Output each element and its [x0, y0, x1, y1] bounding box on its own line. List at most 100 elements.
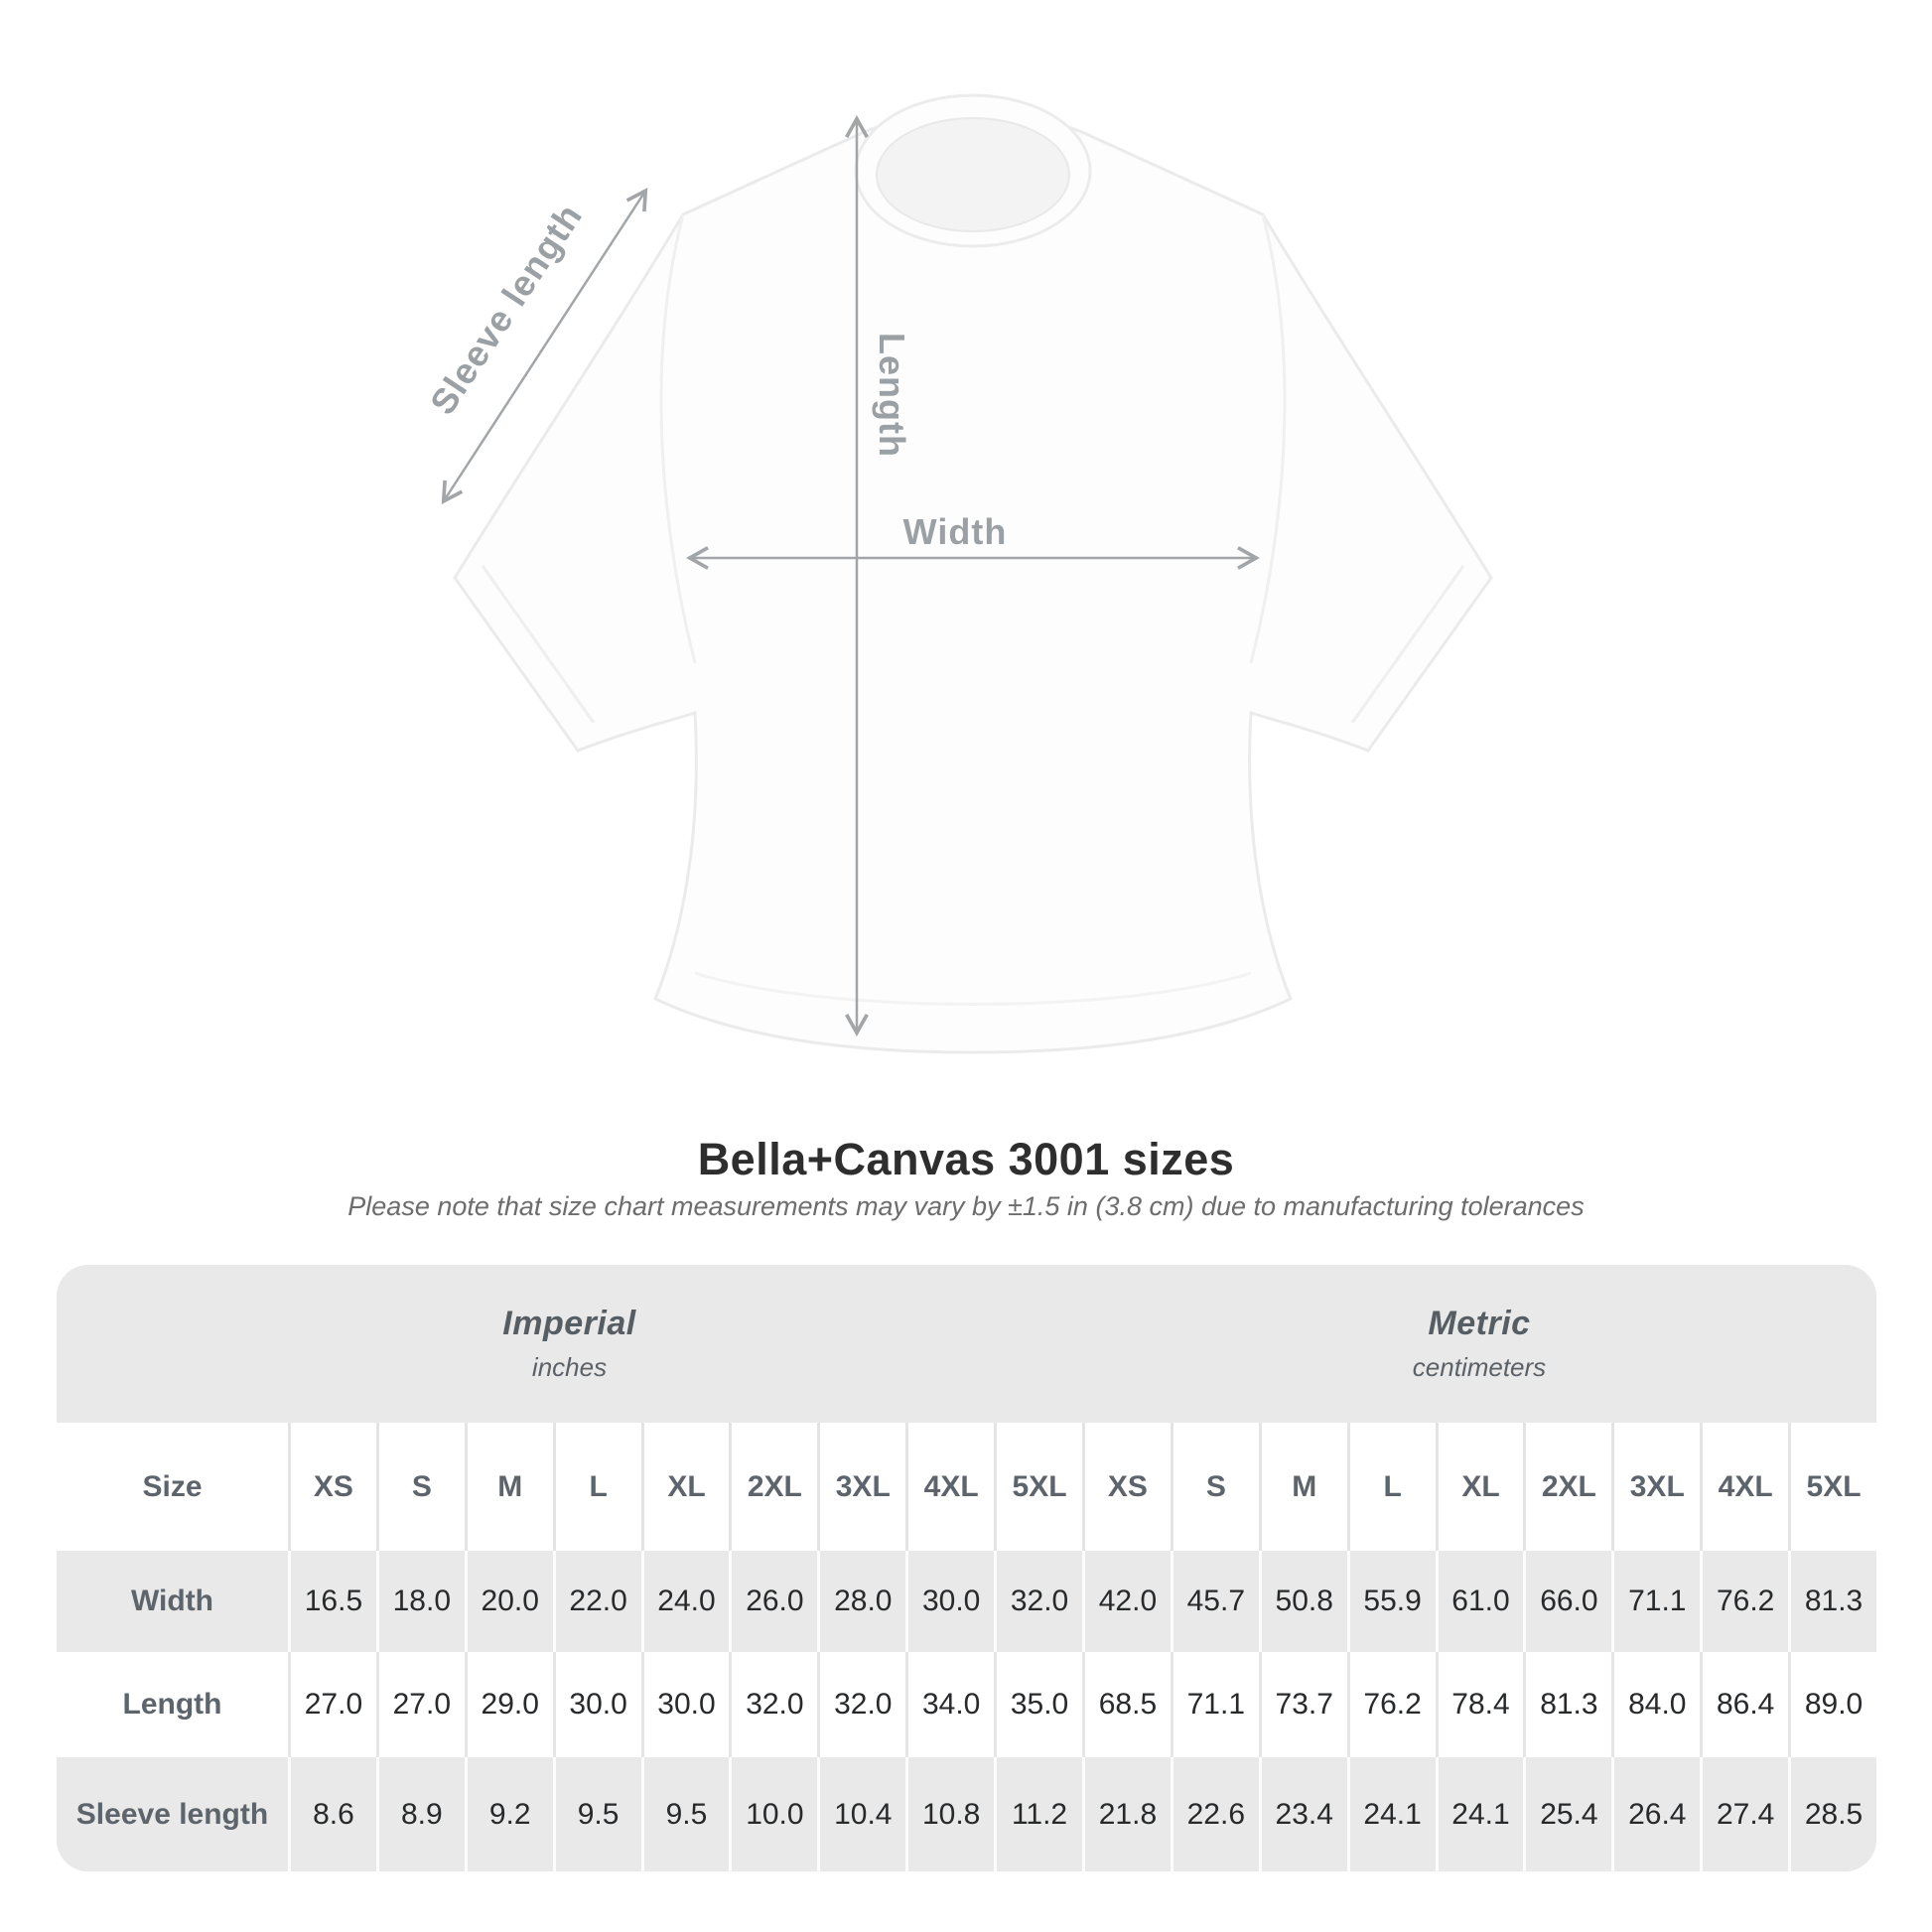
width-label: Width: [903, 511, 1008, 552]
width-value: 16.5: [288, 1551, 376, 1652]
size-col-metric-2xl: 2XL: [1523, 1423, 1611, 1551]
size-col-metric-5xl: 5XL: [1788, 1423, 1876, 1551]
length-value: 86.4: [1700, 1652, 1788, 1757]
sleeve-value: 8.9: [375, 1757, 465, 1871]
size-col-imperial-xl: XL: [640, 1423, 730, 1551]
page-subtitle: Please note that size chart measurements…: [347, 1191, 1585, 1221]
size-col-imperial-s: S: [375, 1423, 465, 1551]
sleeve-length-label: Sleeve length: [422, 197, 590, 422]
sleeve-value: 23.4: [1258, 1757, 1347, 1871]
unit-group-header: Imperial inches Metric centimeters: [57, 1265, 1876, 1423]
sleeve-value: 10.4: [817, 1757, 905, 1871]
sleeve-value: 27.4: [1700, 1757, 1788, 1871]
right-cuff-fold: [1350, 565, 1465, 724]
left-armhole-crease: [659, 213, 697, 664]
right-armhole-crease: [1249, 213, 1287, 664]
size-col-imperial-4xl: 4XL: [905, 1423, 994, 1551]
sleeve-value: 9.2: [464, 1757, 553, 1871]
width-value: 71.1: [1611, 1551, 1700, 1652]
sleeve-value: 24.1: [1435, 1757, 1524, 1871]
length-value: 89.0: [1788, 1652, 1876, 1757]
length-label: Length: [872, 333, 912, 458]
size-col-metric-xs: XS: [1081, 1423, 1171, 1551]
metric-group-unit: centimeters: [1412, 1352, 1547, 1382]
sleeve-value: 9.5: [640, 1757, 730, 1871]
sleeve-value: 22.6: [1170, 1757, 1259, 1871]
width-value: 61.0: [1435, 1551, 1524, 1652]
table-row-length: Length 27.0 27.0 29.0 30.0 30.0 32.0 32.…: [57, 1652, 1876, 1757]
size-col-imperial-l: L: [552, 1423, 641, 1551]
width-value: 22.0: [552, 1551, 641, 1652]
size-col-imperial-2xl: 2XL: [729, 1423, 817, 1551]
left-cuff-fold: [481, 565, 596, 724]
width-value: 55.9: [1346, 1551, 1436, 1652]
size-col-metric-m: M: [1258, 1423, 1347, 1551]
sleeve-length-arrow: [441, 187, 648, 505]
length-value: 84.0: [1611, 1652, 1700, 1757]
sleeve-value: 11.2: [994, 1757, 1082, 1871]
length-value: 32.0: [817, 1652, 905, 1757]
sleeve-value: 9.5: [552, 1757, 641, 1871]
size-col-imperial-m: M: [464, 1423, 553, 1551]
size-col-imperial-xs: XS: [288, 1423, 376, 1551]
length-value: 27.0: [288, 1652, 376, 1757]
size-col-metric-3xl: 3XL: [1611, 1423, 1700, 1551]
sleeve-value: 21.8: [1081, 1757, 1171, 1871]
size-header-row: Size XS S M L XL 2XL 3XL 4XL 5XL XS S M …: [57, 1423, 1876, 1551]
size-col-metric-l: L: [1346, 1423, 1436, 1551]
metric-group-header: Metric centimeters: [1082, 1265, 1876, 1423]
length-value: 30.0: [640, 1652, 730, 1757]
length-value: 76.2: [1346, 1652, 1436, 1757]
width-value: 32.0: [994, 1551, 1082, 1652]
width-value: 30.0: [905, 1551, 994, 1652]
width-value: 20.0: [464, 1551, 553, 1652]
sleeve-value: 26.4: [1611, 1757, 1700, 1871]
size-col-imperial-5xl: 5XL: [994, 1423, 1082, 1551]
imperial-group-title: Imperial: [502, 1305, 636, 1342]
size-col-metric-xl: XL: [1435, 1423, 1524, 1551]
size-col-metric-s: S: [1170, 1423, 1259, 1551]
sleeve-value: 10.8: [905, 1757, 994, 1871]
width-value: 76.2: [1700, 1551, 1788, 1652]
tshirt-measurement-diagram: Sleeve length Length Width: [422, 93, 1493, 1054]
size-header-cell: Size: [142, 1469, 203, 1503]
metric-group-title: Metric: [1428, 1305, 1531, 1342]
length-value: 81.3: [1523, 1652, 1611, 1757]
sleeve-value: 25.4: [1523, 1757, 1611, 1871]
length-value: 32.0: [729, 1652, 817, 1757]
width-value: 26.0: [729, 1551, 817, 1652]
length-value: 27.0: [375, 1652, 465, 1757]
width-value: 50.8: [1258, 1551, 1347, 1652]
width-value: 45.7: [1170, 1551, 1259, 1652]
table-row-sleeve-length: Sleeve length 8.6 8.9 9.2 9.5 9.5 10.0 1…: [57, 1757, 1876, 1871]
sleeve-value: 8.6: [288, 1757, 376, 1871]
collar-inner: [876, 117, 1070, 232]
row-label-length: Length: [122, 1688, 222, 1721]
size-table: Imperial inches Metric centimeters Size …: [57, 1265, 1876, 1871]
size-col-metric-4xl: 4XL: [1700, 1423, 1788, 1551]
sleeve-value: 28.5: [1788, 1757, 1876, 1871]
width-value: 66.0: [1523, 1551, 1611, 1652]
length-value: 78.4: [1435, 1652, 1524, 1757]
width-value: 81.3: [1788, 1551, 1876, 1652]
page-title: Bella+Canvas 3001 sizes: [697, 1134, 1235, 1184]
table-row-width: Width 16.5 18.0 20.0 22.0 24.0 26.0 28.0…: [57, 1551, 1876, 1652]
row-label-sleeve-length: Sleeve length: [75, 1797, 269, 1831]
length-value: 30.0: [552, 1652, 641, 1757]
length-value: 73.7: [1258, 1652, 1347, 1757]
width-value: 24.0: [640, 1551, 730, 1652]
length-value: 29.0: [464, 1652, 553, 1757]
width-value: 18.0: [375, 1551, 465, 1652]
tshirt-illustration: [453, 109, 1493, 1054]
width-value: 28.0: [817, 1551, 905, 1652]
sleeve-value: 24.1: [1346, 1757, 1436, 1871]
sleeve-value: 10.0: [729, 1757, 817, 1871]
length-value: 35.0: [994, 1652, 1082, 1757]
row-label-width: Width: [130, 1585, 214, 1617]
width-value: 42.0: [1081, 1551, 1171, 1652]
imperial-group-unit: inches: [531, 1352, 608, 1382]
length-value: 68.5: [1081, 1652, 1171, 1757]
length-value: 71.1: [1170, 1652, 1259, 1757]
length-value: 34.0: [905, 1652, 994, 1757]
